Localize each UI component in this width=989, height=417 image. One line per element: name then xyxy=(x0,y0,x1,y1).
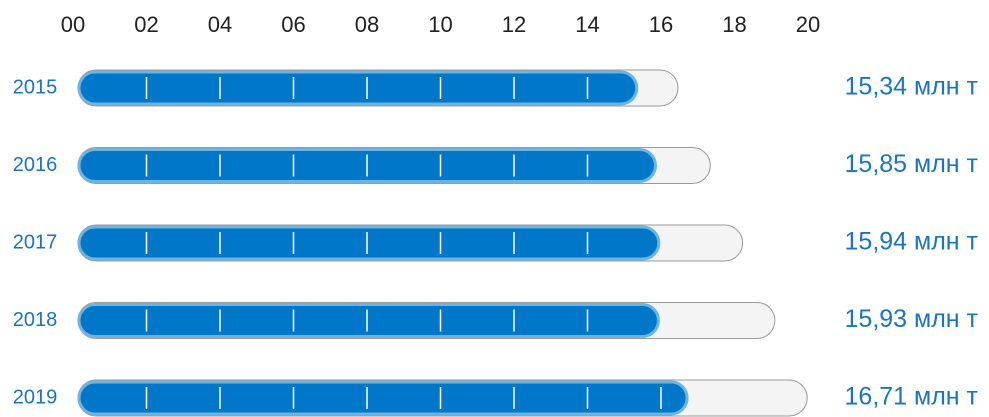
y-tick-label: 2018 xyxy=(13,309,58,331)
x-tick-label: 14 xyxy=(575,12,599,37)
value-label: 15,85 млн т xyxy=(845,150,979,178)
bar xyxy=(77,70,639,106)
x-tick-label: 10 xyxy=(428,12,452,37)
value-label: 15,93 млн т xyxy=(845,305,979,333)
bar xyxy=(77,225,661,261)
x-tick-label: 12 xyxy=(502,12,526,37)
x-tick-label: 06 xyxy=(281,12,305,37)
x-tick-label: 20 xyxy=(796,12,820,37)
bar xyxy=(77,380,689,416)
x-tick-label: 18 xyxy=(722,12,746,37)
x-tick-label: 16 xyxy=(649,12,673,37)
x-tick-label: 08 xyxy=(355,12,379,37)
y-tick-label: 2015 xyxy=(13,76,58,98)
value-label: 15,34 млн т xyxy=(845,73,979,101)
value-label: 15,94 млн т xyxy=(845,228,979,256)
x-tick-label: 00 xyxy=(61,12,85,37)
value-label: 16,71 млн т xyxy=(845,383,979,411)
x-tick-label: 02 xyxy=(134,12,158,37)
y-tick-label: 2017 xyxy=(13,231,58,253)
x-tick-label: 04 xyxy=(208,12,232,37)
bar xyxy=(77,303,660,338)
y-tick-label: 2016 xyxy=(13,154,58,176)
y-tick-label: 2019 xyxy=(13,386,58,408)
